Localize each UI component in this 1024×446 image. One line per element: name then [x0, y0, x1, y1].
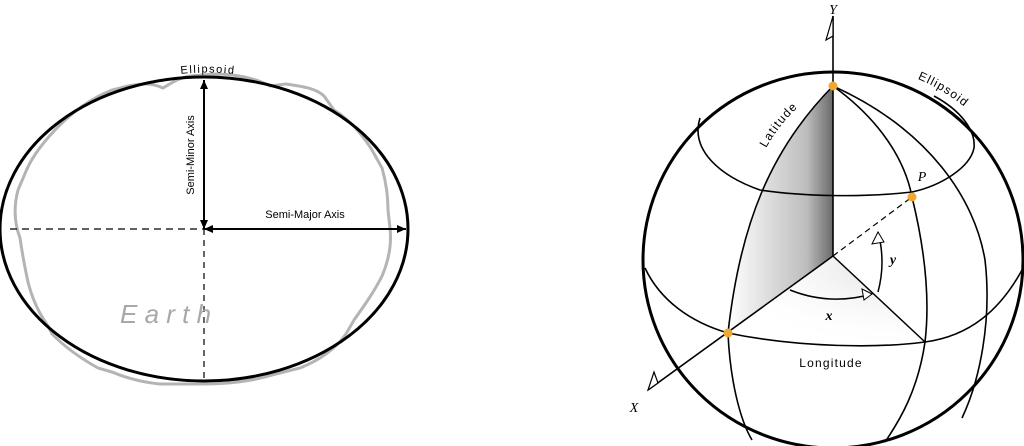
geographic-coordinates-diagram: Y X P x y Longitude Latitude Ellipsoid: [629, 3, 1024, 446]
x-axis: [647, 255, 834, 391]
point-ray: [832, 196, 913, 257]
earth-outline: [13, 72, 392, 386]
semi-minor-axis-label: Semi-Minor Axis: [185, 115, 197, 195]
meridian-1: [727, 85, 834, 441]
ellipsoid-label-right: Ellipsoid: [916, 69, 971, 110]
latitude-parallel: [697, 95, 975, 197]
x-angle-label: x: [825, 309, 833, 324]
earth-label: E a r t h: [120, 299, 211, 329]
meridian-2: [832, 85, 928, 443]
latitude-wedge: [728, 86, 833, 333]
point-p-label: P: [917, 170, 927, 185]
ellipsoid-label-left: Ellipsoid: [180, 63, 236, 76]
y-axis-arrowhead: [825, 15, 834, 42]
longitude-label: Longitude: [799, 356, 863, 370]
north-pole-point: [828, 81, 838, 91]
meridian-ray: [832, 255, 926, 343]
meridian-3: [832, 85, 988, 419]
y-angle-arrowhead: [871, 230, 885, 245]
semi-major-axis-label: Semi-Major Axis: [265, 209, 345, 221]
x-axis-label: X: [629, 401, 639, 416]
y-angle-label: y: [888, 253, 897, 268]
x-angle-arrowhead: [861, 288, 873, 301]
ellipsoid-outline: [0, 75, 410, 383]
point-p: [907, 192, 917, 202]
y-axis-label: Y: [829, 3, 839, 18]
x-axis-arrowhead: [646, 370, 659, 392]
equator: [644, 267, 1023, 347]
equator-meridian-point: [723, 328, 733, 338]
earth-ellipsoid-diagram: Ellipsoid Semi-Minor Axis Semi-Major Axi…: [0, 63, 410, 386]
